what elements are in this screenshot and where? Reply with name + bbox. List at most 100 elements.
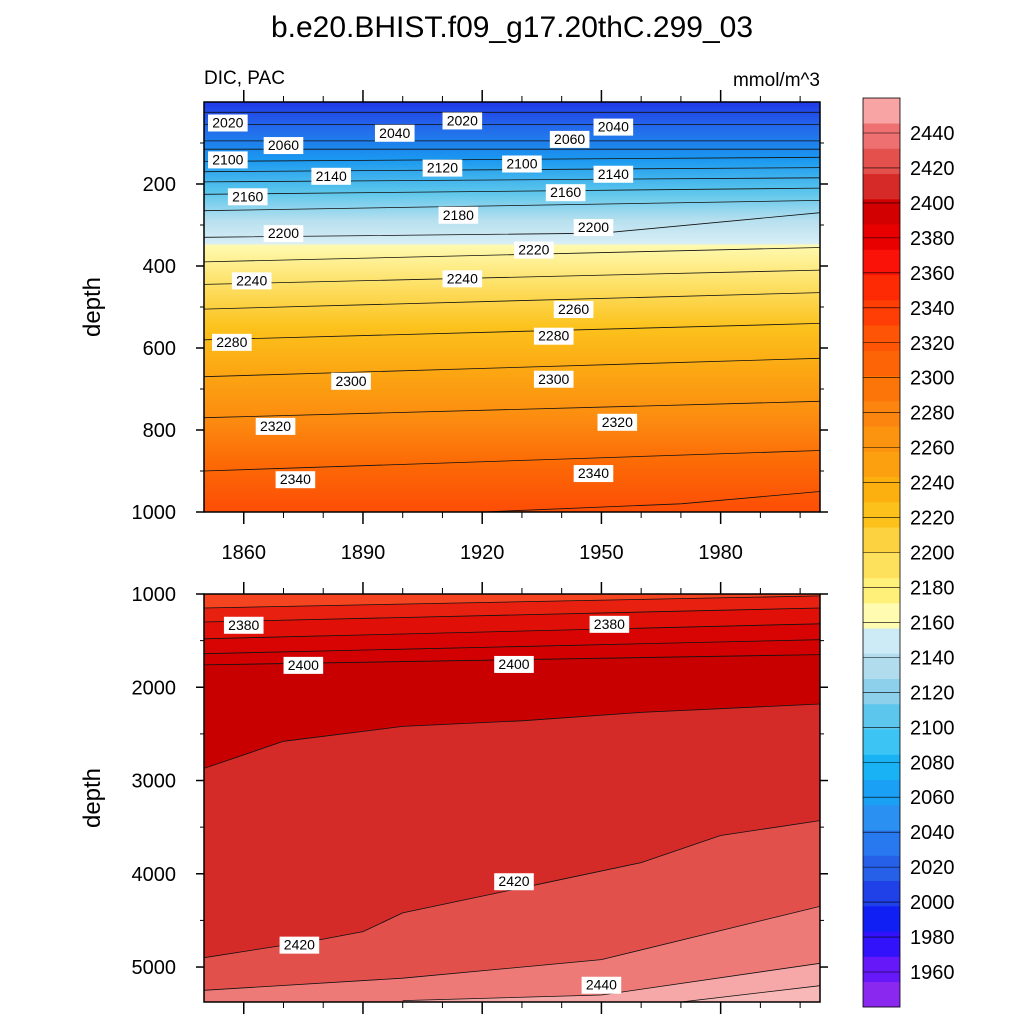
colorbar: 1960 1980 2000 2020 2040 2060 2080 2100 2120 2140… [862,97,955,1008]
svg-text:2440: 2440 [586,977,617,993]
colorbar-tick-label: 2360 [910,263,955,285]
contour-label: 2240 [442,270,483,288]
svg-text:2060: 2060 [268,137,299,153]
svg-text:2240: 2240 [236,272,267,288]
colorbar-swatch [863,426,900,452]
colorbar-swatch [863,906,900,932]
contour-line-2410 [204,703,820,769]
colorbar-swatch [863,653,900,680]
svg-text:2060: 2060 [554,131,585,147]
units-label: mmol/m^3 [733,70,820,91]
contour-label: 2400 [494,655,534,673]
lower-depth-panel: 2380 2380 2400 2400 2420 2420 2440 1000 2000 300… [79,582,828,1014]
svg-text:2100: 2100 [506,156,537,172]
svg-text:2200: 2200 [578,219,609,235]
contour-label: 2380 [223,616,264,634]
colorbar-tick-label: 2060 [910,787,955,809]
contour-label: 2060 [549,130,590,148]
y-tick-label: 4000 [132,864,177,886]
svg-text:2160: 2160 [232,188,263,204]
x-tick-label: 1860 [221,542,266,564]
contour-label: 2140 [593,165,634,183]
svg-text:2160: 2160 [550,184,581,200]
contour-line-2240 [204,269,820,285]
colorbar-swatch [863,628,900,654]
colorbar-swatch [863,123,900,149]
variable-region-label: DIC, PAC [204,68,285,89]
colorbar-swatch [863,148,900,175]
x-tick-label: 1950 [579,542,624,564]
svg-text:2020: 2020 [212,115,243,131]
colorbar-swatch [863,880,900,907]
contour-label: 2280 [533,327,574,345]
colorbar-tick-label: 2180 [910,577,955,599]
colorbar-swatch [863,577,900,604]
contour-line-2390 [204,639,820,655]
contour-label: 2160 [227,188,268,206]
svg-text:2040: 2040 [379,125,410,141]
svg-text:2340: 2340 [578,465,609,481]
contour-label: 2220 [514,241,554,259]
svg-text:2280: 2280 [216,334,247,350]
svg-text:2140: 2140 [316,168,347,184]
colorbar-tick-label: 2260 [910,438,955,460]
svg-text:2420: 2420 [498,873,529,889]
svg-text:2380: 2380 [228,617,259,633]
y-tick-label: 2000 [132,677,177,699]
colorbar-tick-label: 2300 [910,368,955,390]
contour-label: 2060 [263,137,304,155]
contour-label: 2300 [533,370,574,388]
colorbar-tick-label: 2160 [910,612,955,634]
contour-label: 2380 [589,615,630,633]
y-tick-label: 1000 [132,502,177,524]
svg-text:2040: 2040 [598,119,629,135]
contour-line-2450 [680,985,820,1002]
colorbar-swatch [863,779,900,806]
y-tick-label: 800 [143,420,176,442]
colorbar-tick-label: 2220 [910,508,955,530]
contour-label: 2400 [283,656,324,674]
colorbar-swatch [863,527,900,553]
contour-fill-2430 [204,906,820,1002]
svg-text:2400: 2400 [498,656,529,672]
colorbar-swatch [863,754,900,781]
colorbar-swatch [863,401,900,427]
x-tick-label: 1980 [698,542,743,564]
x-tick-label: 1920 [460,542,505,564]
contour-line-2440 [402,962,820,1001]
colorbar-tick-label: 2320 [910,333,955,355]
colorbar-swatch [863,830,900,856]
y-tick-label: 1000 [132,584,177,606]
svg-text:2260: 2260 [558,301,589,317]
contour-label: 2100 [208,151,248,169]
contour-label: 2100 [502,155,542,173]
colorbar-tick-label: 2040 [910,822,955,844]
colorbar-swatch [863,249,900,276]
svg-text:2220: 2220 [518,242,549,258]
contour-label: 2240 [231,272,272,290]
colorbar-tick-label: 2200 [910,543,955,565]
y-tick-label: 200 [143,174,176,196]
svg-text:2280: 2280 [538,328,569,344]
colorbar-swatch [863,274,900,301]
contour-label: 2440 [581,976,622,994]
contour-label: 2320 [255,417,296,435]
colorbar-swatch [863,552,900,579]
upper-y-axis-label: depth [79,277,106,337]
svg-text:2140: 2140 [598,166,629,182]
colorbar-tick-label: 2120 [910,682,955,704]
y-tick-label: 400 [143,256,176,278]
y-tick-label: 600 [143,338,176,360]
contour-fill-2440 [402,963,820,1002]
colorbar-swatch [863,375,900,402]
contour-fill-2450 [680,985,820,1002]
colorbar-swatch [863,931,900,957]
svg-text:2380: 2380 [594,616,625,632]
contour-label: 2020 [208,114,248,132]
colorbar-swatch [863,199,900,225]
contour-line-2360 [204,595,820,609]
contour-label: 2180 [438,206,479,224]
contour-line-2430 [204,906,820,991]
colorbar-tick-label: 2340 [910,298,955,320]
contour-label: 2120 [422,159,463,177]
